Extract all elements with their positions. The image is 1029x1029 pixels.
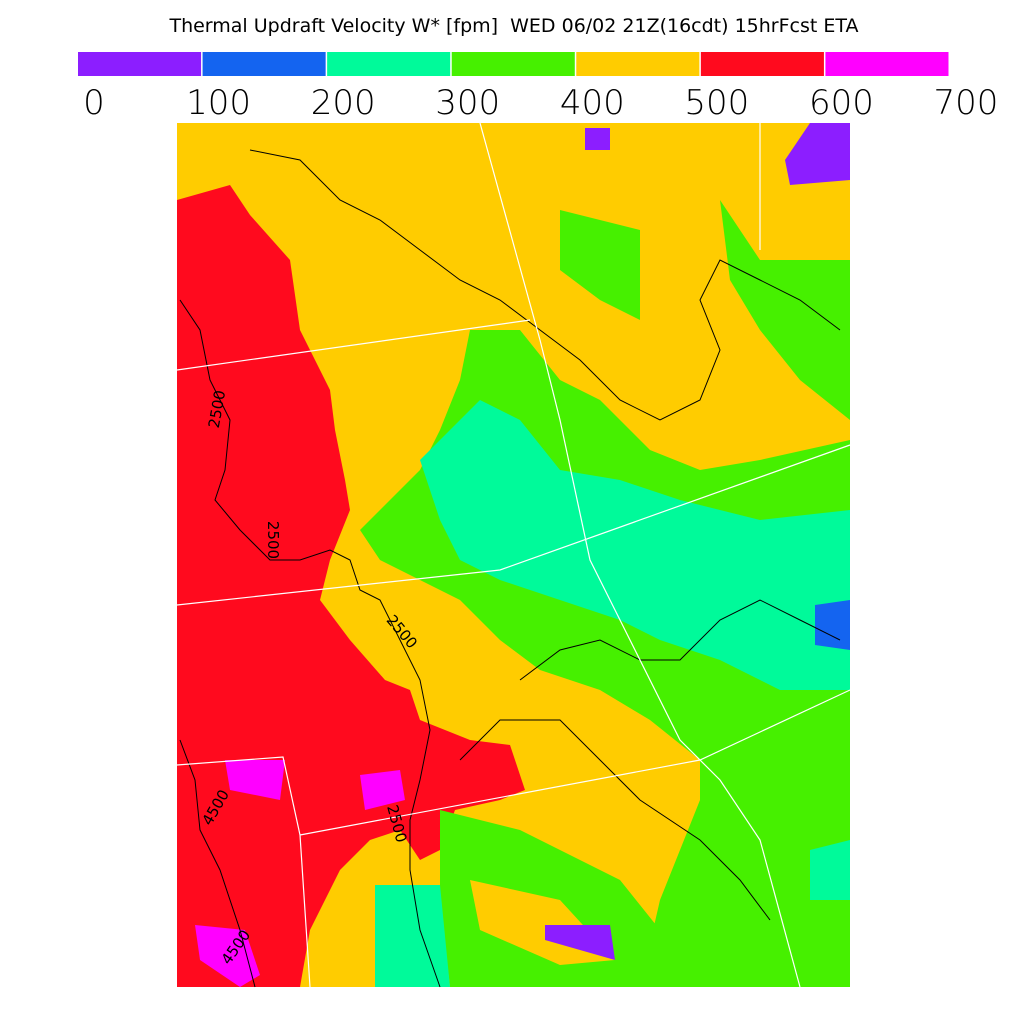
legend-label: 300 xyxy=(435,83,500,123)
contour xyxy=(519,599,841,681)
legend-swatch xyxy=(202,52,326,76)
legend-swatch xyxy=(576,52,700,76)
state-line xyxy=(176,122,851,988)
legend-label: 100 xyxy=(186,83,251,123)
color-legend: 0 100 200 300 400 500 600 700 xyxy=(78,52,998,123)
region-200-300 xyxy=(375,400,850,987)
legend-swatch xyxy=(700,52,824,76)
legend-label: 0 xyxy=(83,83,105,123)
legend-swatch xyxy=(825,52,949,76)
contour xyxy=(179,739,256,988)
contour xyxy=(179,299,441,988)
legend-label: 400 xyxy=(560,83,625,123)
contour xyxy=(249,149,841,421)
legend-label: 500 xyxy=(684,83,749,123)
contour-label: 2500 xyxy=(264,521,282,559)
region-600-700 xyxy=(195,760,405,987)
legend-label: 600 xyxy=(809,83,874,123)
legend-label: 200 xyxy=(311,83,376,123)
title: Thermal Updraft Velocity W* [fpm] WED 06… xyxy=(168,15,858,37)
legend-swatch xyxy=(451,52,575,76)
map xyxy=(176,122,851,988)
contour xyxy=(459,719,771,921)
region-100-200 xyxy=(815,600,850,650)
legend-swatch xyxy=(78,52,202,76)
legend-swatch xyxy=(327,52,451,76)
legend-label: 700 xyxy=(934,83,999,123)
